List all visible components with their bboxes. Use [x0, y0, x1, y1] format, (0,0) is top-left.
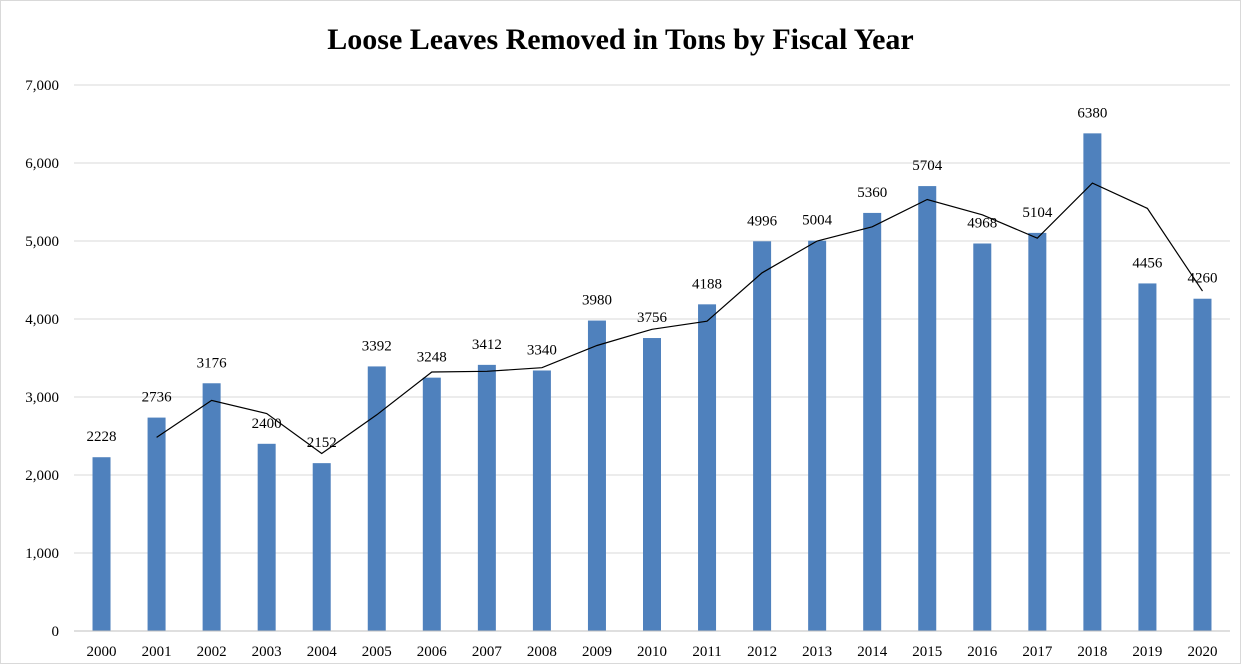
data-label: 3392 [362, 338, 392, 354]
bar [1028, 232, 1047, 631]
data-label: 4188 [692, 276, 722, 292]
x-tick-label: 2010 [637, 644, 667, 660]
x-tick-label: 2007 [472, 644, 503, 660]
axes: 0 1,000 2,000 3,000 4,000 5,000 6,000 7,000 2000… [25, 78, 1230, 660]
x-tick-label: 2003 [252, 644, 282, 660]
y-tick-label: 2,000 [25, 468, 59, 484]
bar [257, 443, 276, 631]
data-label: 2228 [87, 429, 117, 445]
bar [92, 457, 111, 631]
data-label: 3248 [417, 350, 447, 366]
x-tick-label: 2006 [417, 644, 448, 660]
y-tick-label: 5,000 [25, 234, 59, 250]
x-tick-label: 2015 [912, 644, 942, 660]
data-label: 3176 [197, 355, 228, 371]
bar [147, 417, 166, 631]
y-tick-label: 1,000 [25, 546, 59, 562]
data-label: 4996 [747, 213, 778, 229]
bar [367, 366, 386, 631]
data-label: 5004 [802, 213, 833, 229]
data-label: 4260 [1187, 271, 1217, 287]
bar [587, 320, 606, 631]
x-tick-label: 2011 [692, 644, 721, 660]
x-tick-label: 2000 [87, 644, 117, 660]
x-tick-label: 2013 [802, 644, 832, 660]
x-tick-label: 2002 [197, 644, 227, 660]
bar [973, 243, 992, 631]
bar [1138, 283, 1157, 631]
bar [753, 241, 772, 631]
data-label: 3340 [527, 342, 557, 358]
bar [863, 212, 882, 632]
bar [1083, 133, 1102, 632]
y-tick-label: 4,000 [25, 312, 59, 328]
x-tick-label: 2017 [1022, 644, 1053, 660]
x-tick-label: 2012 [747, 644, 777, 660]
bars [92, 133, 1212, 632]
bar [422, 377, 441, 631]
data-label: 6380 [1077, 105, 1107, 121]
data-label: 4968 [967, 215, 997, 231]
x-tick-label: 2004 [307, 644, 338, 660]
data-label: 2400 [252, 416, 282, 432]
bar [698, 304, 717, 631]
data-label: 2736 [142, 390, 173, 406]
x-tick-label: 2019 [1132, 644, 1162, 660]
y-tick-label: 7,000 [25, 78, 59, 94]
y-tick-label: 6,000 [25, 156, 59, 172]
bar [643, 338, 661, 631]
data-label: 5360 [857, 185, 887, 201]
chart-title: Loose Leaves Removed in Tons by Fiscal Y… [327, 23, 914, 56]
data-label: 4456 [1132, 255, 1163, 271]
moving-average [156, 182, 1203, 455]
y-tick-label: 0 [52, 624, 60, 640]
bar [808, 240, 827, 632]
data-label: 3756 [637, 310, 668, 326]
bar [477, 364, 496, 631]
data-label: 2152 [307, 435, 337, 451]
data-label: 3412 [472, 337, 502, 353]
x-tick-label: 2014 [857, 644, 888, 660]
x-tick-label: 2018 [1077, 644, 1107, 660]
moving-average-line [156, 182, 1203, 455]
x-tick-label: 2016 [967, 644, 998, 660]
y-tick-label: 3,000 [25, 390, 59, 406]
bar [312, 463, 331, 631]
x-tick-label: 2009 [582, 644, 612, 660]
x-tick-label: 2020 [1187, 644, 1217, 660]
data-label: 5104 [1022, 205, 1053, 221]
data-labels: 2228 2736 3176 2400 2152 3392 3248 3412 3340 3980… [87, 105, 1218, 451]
data-label: 3980 [582, 293, 612, 309]
bar [532, 370, 551, 631]
bar [1193, 298, 1212, 631]
x-tick-label: 2001 [142, 644, 172, 660]
bar [202, 383, 221, 631]
x-tick-label: 2008 [527, 644, 557, 660]
x-tick-label: 2005 [362, 644, 392, 660]
data-label: 5704 [912, 158, 943, 174]
bar [918, 186, 937, 631]
